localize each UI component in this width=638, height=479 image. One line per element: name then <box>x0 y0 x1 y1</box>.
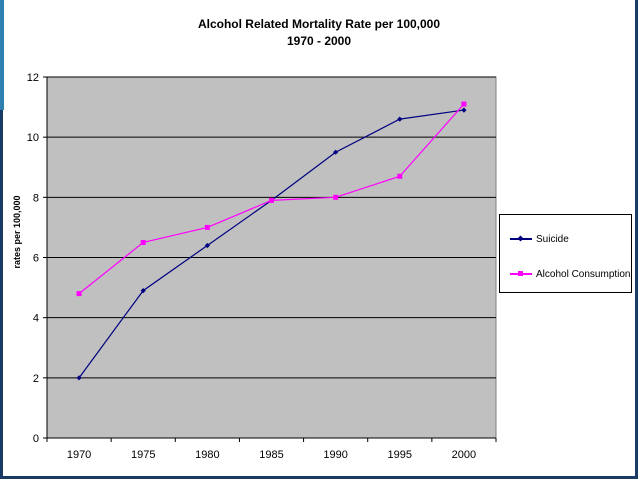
legend-swatch-alcohol-consumption <box>510 269 532 279</box>
y-tick-label: 0 <box>33 433 39 445</box>
data-point-alcohol-consumption <box>269 197 274 203</box>
y-tick-label: 2 <box>33 373 39 385</box>
legend-label: Alcohol Consumption <box>536 268 631 280</box>
data-point-suicide <box>333 149 339 155</box>
x-tick-label: 1970 <box>67 449 91 461</box>
x-tick-label: 1995 <box>388 449 412 461</box>
data-point-alcohol-consumption <box>140 239 146 245</box>
data-point-alcohol-consumption <box>204 224 210 230</box>
slide-accent-bar <box>0 0 4 110</box>
legend-swatch-suicide <box>510 234 532 244</box>
data-point-alcohol-consumption <box>461 101 467 107</box>
y-tick-label: 12 <box>27 72 39 84</box>
y-tick-label: 6 <box>33 253 39 265</box>
x-tick-label: 1980 <box>195 449 219 461</box>
chart-title-block: Alcohol Related Mortality Rate per 100,0… <box>0 16 638 50</box>
x-tick-label: 1990 <box>323 449 347 461</box>
data-point-alcohol-consumption <box>397 173 403 179</box>
chart-title: Alcohol Related Mortality Rate per 100,0… <box>197 17 441 31</box>
x-tick-label: 1975 <box>131 449 155 461</box>
legend-label: Suicide <box>536 233 569 245</box>
chart-legend: Suicide Alcohol Consumption <box>499 214 632 293</box>
y-tick-label: 4 <box>33 313 39 325</box>
x-tick-label: 2000 <box>452 449 476 461</box>
y-tick-label: 8 <box>33 192 39 204</box>
data-point-alcohol-consumption <box>333 194 339 200</box>
x-tick-label: 1985 <box>259 449 283 461</box>
legend-item-alcohol-consumption: Alcohol Consumption <box>510 267 631 281</box>
chart-subtitle: 1970 - 2000 <box>286 34 352 48</box>
y-tick-label: 10 <box>27 132 39 144</box>
legend-item-suicide: Suicide <box>510 232 569 246</box>
data-point-suicide <box>140 287 146 294</box>
data-point-suicide <box>397 116 403 122</box>
data-point-suicide <box>461 107 467 113</box>
data-point-suicide <box>76 375 82 381</box>
data-point-alcohol-consumption <box>76 291 82 297</box>
data-point-suicide <box>204 242 210 249</box>
